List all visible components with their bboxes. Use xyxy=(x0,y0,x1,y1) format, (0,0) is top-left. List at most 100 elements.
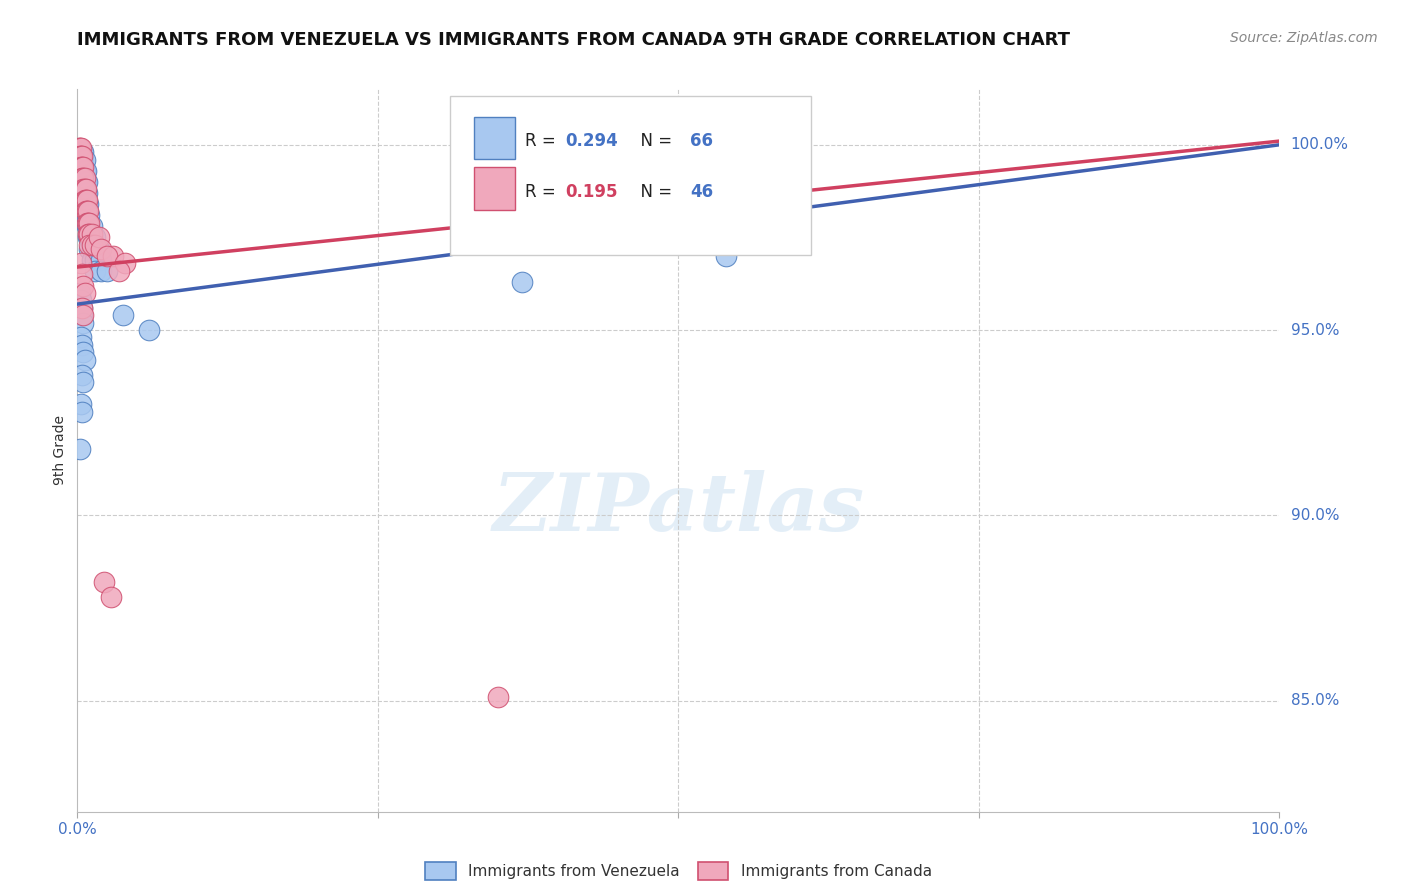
Point xyxy=(79,208,101,222)
Text: 0.195: 0.195 xyxy=(565,183,617,201)
Point xyxy=(75,182,97,196)
Point xyxy=(70,160,93,174)
Point xyxy=(70,163,93,178)
Point xyxy=(84,237,107,252)
Point xyxy=(80,252,103,267)
Point xyxy=(76,186,98,200)
Point xyxy=(72,163,94,178)
Point xyxy=(73,197,96,211)
Point xyxy=(70,149,93,163)
Point xyxy=(716,249,738,263)
Point xyxy=(73,171,96,186)
Point xyxy=(75,186,97,200)
Point xyxy=(72,182,94,196)
Point xyxy=(69,442,91,456)
Point xyxy=(76,204,98,219)
Point xyxy=(77,197,100,211)
Point xyxy=(72,186,94,200)
Point xyxy=(69,149,91,163)
Point xyxy=(96,264,118,278)
Legend: Immigrants from Venezuela, Immigrants from Canada: Immigrants from Venezuela, Immigrants fr… xyxy=(418,855,939,888)
Point xyxy=(77,230,100,244)
Point xyxy=(70,175,93,189)
Point xyxy=(70,368,93,382)
Point xyxy=(75,208,97,222)
Point xyxy=(72,153,94,167)
Point xyxy=(100,590,122,604)
Point xyxy=(73,285,96,300)
Text: R =: R = xyxy=(524,183,561,201)
Point xyxy=(72,375,94,389)
Point xyxy=(72,160,94,174)
Point xyxy=(72,175,94,189)
Point xyxy=(70,149,93,163)
Point xyxy=(70,404,93,418)
Point xyxy=(79,230,101,244)
Point xyxy=(76,208,98,222)
Text: 90.0%: 90.0% xyxy=(1291,508,1339,523)
Point xyxy=(90,264,112,278)
Point xyxy=(76,175,98,189)
Point xyxy=(77,204,100,219)
Point xyxy=(70,308,93,322)
Point xyxy=(75,175,97,189)
Point xyxy=(138,323,160,337)
Point xyxy=(75,163,97,178)
Point xyxy=(79,219,101,234)
Point xyxy=(70,268,93,282)
Point xyxy=(84,264,107,278)
Y-axis label: 9th Grade: 9th Grade xyxy=(53,416,67,485)
Point xyxy=(80,227,103,241)
Point xyxy=(80,219,103,234)
Point xyxy=(108,264,131,278)
Text: R =: R = xyxy=(524,132,561,150)
Point xyxy=(72,345,94,359)
Point xyxy=(72,278,94,293)
FancyBboxPatch shape xyxy=(474,117,515,160)
Point xyxy=(70,153,93,167)
Point xyxy=(70,330,93,344)
Text: 0.294: 0.294 xyxy=(565,132,619,150)
Point xyxy=(70,338,93,352)
Point xyxy=(77,219,100,234)
Text: N =: N = xyxy=(630,183,678,201)
Text: 66: 66 xyxy=(690,132,713,150)
FancyBboxPatch shape xyxy=(450,96,811,255)
Point xyxy=(87,242,110,256)
Point xyxy=(72,171,94,186)
Point xyxy=(75,204,97,219)
Point xyxy=(70,160,93,174)
Point xyxy=(84,252,107,267)
Point xyxy=(77,227,100,241)
Point xyxy=(70,293,93,308)
Point xyxy=(111,308,134,322)
Point xyxy=(70,301,93,315)
Point xyxy=(510,275,533,289)
Point xyxy=(70,163,93,178)
Point xyxy=(80,242,103,256)
Text: 100.0%: 100.0% xyxy=(1291,137,1348,153)
Point xyxy=(69,145,91,160)
Point xyxy=(70,397,93,411)
Point xyxy=(79,237,101,252)
Text: 85.0%: 85.0% xyxy=(1291,693,1339,708)
Point xyxy=(70,171,93,186)
Point xyxy=(90,242,112,256)
Point xyxy=(73,182,96,196)
Point xyxy=(69,285,91,300)
Point xyxy=(72,308,94,322)
Point xyxy=(73,194,96,208)
Point xyxy=(73,153,96,167)
Point xyxy=(72,145,94,160)
Point xyxy=(80,230,103,244)
Point xyxy=(114,256,136,270)
Point xyxy=(70,145,93,160)
Text: 95.0%: 95.0% xyxy=(1291,323,1339,337)
Point xyxy=(75,194,97,208)
Point xyxy=(70,256,93,270)
Point xyxy=(67,145,90,160)
Point xyxy=(84,242,107,256)
Point xyxy=(93,574,115,589)
Point xyxy=(67,141,90,155)
Point xyxy=(80,237,103,252)
